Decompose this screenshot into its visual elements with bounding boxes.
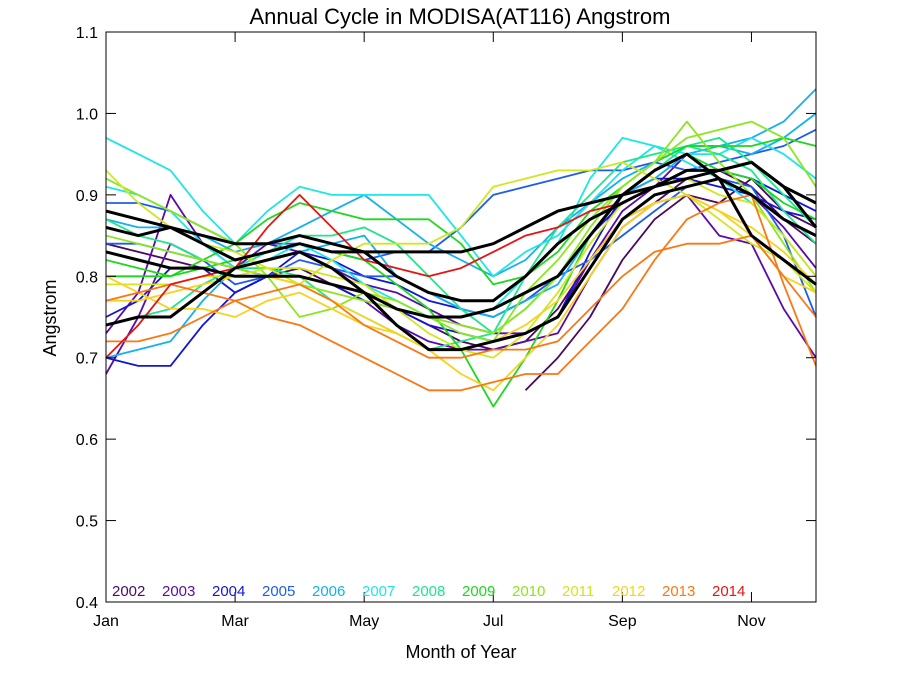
x-tick-label: Sep — [608, 613, 637, 630]
legend-label-2006: 2006 — [312, 583, 345, 600]
x-axis: Jan Mar May Jul Sep Nov — [93, 32, 766, 630]
series-line-mean — [105, 160, 817, 262]
chart-title: Annual Cycle in MODISA(AT116) Angstrom — [249, 4, 670, 29]
y-tick-label: 0.6 — [76, 432, 98, 449]
legend-label-2010: 2010 — [512, 583, 545, 600]
x-axis-label: Month of Year — [405, 642, 516, 662]
y-tick-label: 0.9 — [76, 188, 98, 205]
series-line-2014 — [105, 194, 623, 359]
legend-label-2008: 2008 — [412, 583, 445, 600]
plot-area — [105, 88, 818, 408]
series-line-2002 — [524, 177, 817, 391]
series-line-2013 — [106, 194, 817, 392]
legend-label-2005: 2005 — [262, 583, 295, 600]
x-tick-label: Nov — [737, 613, 765, 630]
series-line-2013 — [105, 234, 817, 359]
x-tick-label: Jul — [483, 613, 503, 630]
y-tick-label: 1.1 — [76, 25, 98, 42]
legend-label-2009: 2009 — [462, 583, 495, 600]
series-line-2007 — [105, 137, 817, 278]
y-tick-label: 0.7 — [76, 351, 98, 368]
x-tick-label: Mar — [221, 613, 249, 630]
x-tick-label: May — [349, 613, 379, 630]
y-tick-label: 0.8 — [76, 269, 98, 286]
series-line-mean — [105, 177, 817, 352]
legend: 2002 2003 2004 2005 2006 2007 2008 2009 2010 2011… — [112, 583, 745, 600]
legend-label-2003: 2003 — [162, 583, 195, 600]
legend-label-2007: 2007 — [362, 583, 395, 600]
x-tick-label: Jan — [93, 613, 119, 630]
legend-label-2004: 2004 — [212, 583, 245, 600]
series-line-2010 — [105, 120, 817, 335]
series-line-2011 — [105, 161, 817, 294]
plot-frame — [105, 31, 817, 603]
y-axis: 0.4 0.5 0.6 0.7 0.8 0.9 1.0 1.1 — [76, 25, 816, 612]
series-line-mean — [105, 152, 817, 319]
legend-label-2013: 2013 — [662, 583, 695, 600]
legend-label-2002: 2002 — [112, 583, 145, 600]
series-line-2012 — [106, 194, 817, 351]
series-line-mean — [105, 160, 818, 303]
y-tick-label: 1.0 — [76, 106, 98, 123]
y-tick-label: 0.4 — [76, 595, 98, 612]
y-tick-label: 0.5 — [76, 514, 98, 531]
legend-label-2012: 2012 — [612, 583, 645, 600]
y-axis-label: Angstrom — [40, 279, 60, 356]
legend-label-2011: 2011 — [562, 583, 594, 600]
legend-label-2014: 2014 — [712, 583, 745, 600]
